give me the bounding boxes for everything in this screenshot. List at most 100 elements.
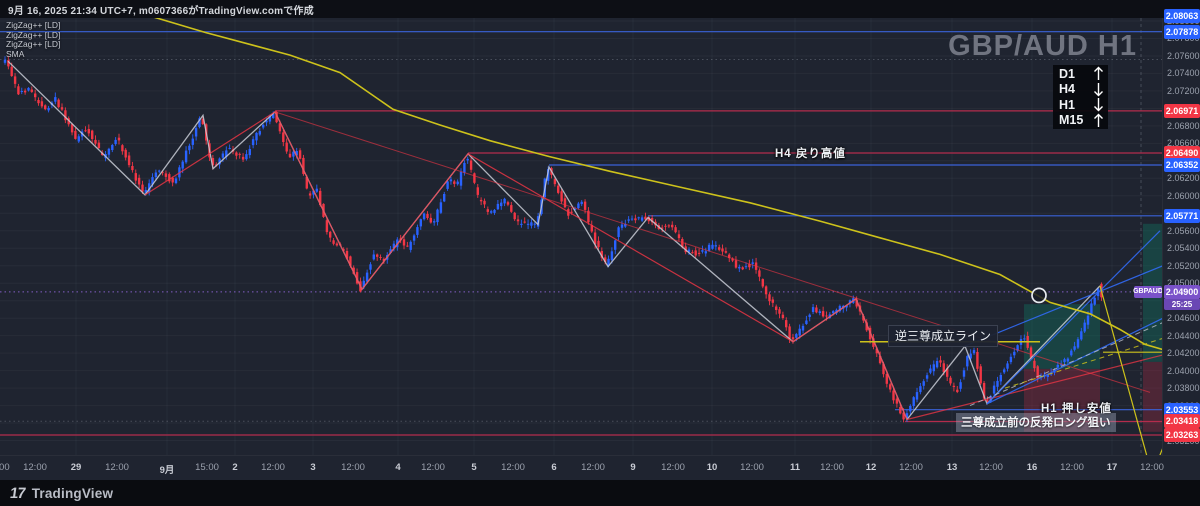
indicator-label[interactable]: ZigZag++ [LD] [6,20,61,30]
annotation-h1-oshi-yasune[interactable]: H1 押し安値 [1041,403,1112,415]
candle-body [630,218,634,220]
candle-body [1056,364,1059,368]
price-level-label: 2.03418 [1164,414,1200,429]
price-axis[interactable]: 2.032002.034002.036002.038002.040002.042… [1162,8,1200,455]
blue-steep [986,230,1161,405]
candle-body [473,173,476,183]
indicator-label[interactable]: SMA [6,48,25,59]
candle-body [409,241,412,250]
time-tick-label: 12:00 [341,462,365,473]
candle-body [758,270,761,277]
candle-body [788,326,791,339]
price-tick-label: 2.07400 [1167,68,1200,79]
time-tick-label: 3 [310,462,316,473]
candle-body [848,300,852,304]
candle-body [1003,369,1006,373]
indicator-label[interactable]: ZigZag++ [LD] [6,29,61,40]
candle-body [808,314,811,317]
candle-body [919,386,922,393]
candle-body [84,130,87,132]
candle-body [1060,364,1063,366]
annotation-h4-modori-takane[interactable]: H4 戻り高値 [775,148,846,160]
time-tick-label: 12:00 [501,462,525,473]
candle-body [436,209,439,223]
candle-body [1063,359,1066,363]
candle-body [295,151,298,156]
time-axis[interactable]: ⚑ :0012:002912:009月15:00212:00312:00412:… [0,455,1200,481]
candle-body [775,306,778,310]
candle-body [201,119,204,125]
candle-body [1090,303,1093,315]
time-tick-label: 12:00 [23,462,47,473]
candle-body [194,128,198,137]
candle-body [979,366,982,384]
candle-body [751,262,754,264]
candle-body [932,364,935,372]
red-channel [274,111,1151,393]
candle-body [184,150,188,163]
candle-body [335,243,339,246]
candle-body [795,334,798,338]
candle-body [681,239,684,248]
candle-body [805,320,808,324]
candle-body [892,390,895,401]
candle-body [255,132,258,141]
arrow-down-icon [1094,98,1103,112]
candle-body [503,198,506,204]
chart-pane[interactable]: ZigZag++ [LD] ZigZag++ [LD] ZigZag++ [LD] S… [0,18,1163,455]
candle-body [131,166,134,171]
candle-body [818,311,821,313]
time-tick-label: 12:00 [979,462,1003,473]
candle-body [241,156,245,160]
tradingview-brand-text[interactable]: TradingView [31,485,114,501]
candle-body [791,337,795,340]
candle-body [875,348,878,354]
candle-body [148,183,151,193]
candle-body [1033,360,1036,369]
annotation-gyaku-sanzon-line[interactable]: 逆三尊成立ライン [888,325,999,347]
candle-body [862,315,865,321]
creation-info-text: 9月 16, 2025 21:34 UTC+7, m0607366がTradin… [8,5,314,17]
time-tick-label: 17 [1106,462,1118,473]
candle-body [111,145,114,150]
candle-body [667,225,671,227]
time-tick-label: 12:00 [421,462,445,473]
time-tick-label: 11 [789,462,801,473]
candle-body [40,101,44,107]
candle-body [915,392,919,400]
tradingview-logo-icon[interactable]: 17 [8,484,26,502]
timeframe-direction-box[interactable]: D1 H4 H1 M15 [1053,65,1108,129]
price-tick-label: 2.04400 [1167,330,1200,341]
candle-body [949,377,952,384]
candle-body [734,260,738,268]
candle-body [168,174,171,182]
time-tick-label: 6 [551,462,557,473]
candle-body [225,150,228,157]
time-tick-label: 12:00 [740,462,764,473]
candle-body [248,149,251,156]
candle-body [238,153,241,155]
candle-body [10,66,13,76]
candle-body [768,294,771,302]
candle-body [87,129,90,134]
candle-body [664,225,667,227]
price-chart-canvas[interactable] [0,18,1163,455]
time-tick-label: 9月 [159,465,175,476]
candle-body [952,385,956,387]
candle-body [882,363,885,375]
price-tick-label: 2.05000 [1167,278,1200,289]
candle-body [64,110,67,121]
candle-body [114,139,117,145]
indicator-label[interactable]: ZigZag++ [LD] [6,39,61,49]
indicator-legend[interactable]: ZigZag++ [LD] ZigZag++ [LD] ZigZag++ [LD] S… [6,20,61,59]
candle-body [590,225,593,232]
candle-body [34,93,37,98]
candle-body [607,258,610,266]
candle-body [292,151,295,157]
candle-body [573,208,577,210]
annotation-sanzon-long[interactable]: 三尊成立前の反発ロング狙い [956,413,1116,432]
candle-body [141,184,144,192]
position-zone-box [1024,304,1100,369]
candle-body [174,178,178,184]
candle-body [530,222,533,226]
